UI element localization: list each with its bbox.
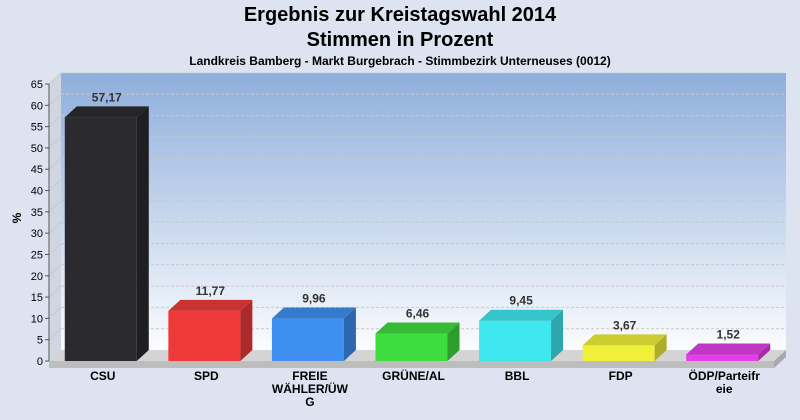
bar bbox=[686, 343, 771, 361]
x-tick-label: SPD bbox=[194, 369, 219, 383]
gridline-side bbox=[48, 221, 62, 234]
plot-side-wall bbox=[49, 73, 61, 361]
x-tick-label: FDP bbox=[609, 369, 633, 383]
bar-side bbox=[136, 106, 149, 361]
gridline-side bbox=[48, 264, 62, 277]
bar-top bbox=[479, 309, 564, 321]
y-tick-label: 20 bbox=[31, 271, 43, 283]
bar-front bbox=[686, 354, 759, 361]
data-label: 9,45 bbox=[509, 294, 533, 308]
bar-side bbox=[343, 307, 356, 361]
y-tick-label: 5 bbox=[37, 335, 43, 347]
bar-top bbox=[375, 322, 460, 334]
gridline-side bbox=[48, 285, 62, 298]
y-tick-label: 65 bbox=[31, 79, 43, 91]
plot-background bbox=[49, 73, 786, 361]
bar bbox=[271, 307, 356, 361]
bar-front bbox=[168, 310, 241, 361]
gridline-side bbox=[48, 243, 62, 255]
chart-subtitle: Landkreis Bamberg - Markt Burgebrach - S… bbox=[189, 54, 611, 68]
x-tick-label: FREIE WÄHLER/ÜW G bbox=[272, 369, 349, 409]
y-tick-label: 15 bbox=[31, 292, 43, 304]
bar-top bbox=[168, 299, 253, 311]
x-tick-label: CSU bbox=[90, 369, 115, 383]
bar-side bbox=[758, 343, 771, 361]
data-label: 11,77 bbox=[196, 284, 226, 298]
data-label: 3,67 bbox=[613, 318, 637, 332]
x-tick-label: GRÜNE/AL bbox=[382, 368, 445, 383]
gridline-side bbox=[48, 72, 62, 85]
data-label: 9,96 bbox=[302, 292, 326, 306]
gridline-side bbox=[48, 115, 62, 127]
y-tick-label: 30 bbox=[31, 228, 43, 240]
y-tick-label: 45 bbox=[31, 164, 43, 176]
y-tick-label: 55 bbox=[31, 122, 43, 134]
gridline-side bbox=[48, 93, 62, 106]
y-tick-label: 50 bbox=[31, 143, 43, 155]
plot-floor-side bbox=[774, 350, 786, 368]
x-tick-label: ÖDP/Parteifr eie bbox=[689, 368, 761, 396]
bar-top bbox=[271, 307, 356, 319]
bar-side bbox=[551, 309, 564, 361]
y-tick-label: 40 bbox=[31, 186, 43, 198]
bar-side bbox=[240, 299, 253, 361]
bar bbox=[582, 334, 667, 361]
bar-front bbox=[64, 117, 137, 361]
y-tick-label: 35 bbox=[31, 207, 43, 219]
y-tick-label: 60 bbox=[31, 100, 43, 112]
gridline-side bbox=[48, 307, 62, 319]
data-label: 6,46 bbox=[406, 306, 430, 320]
y-axis-label: % bbox=[10, 212, 24, 223]
chart-title: Ergebnis zur Kreistagswahl 2014 bbox=[243, 4, 557, 26]
chart-title-line2: Stimmen in Prozent bbox=[306, 29, 494, 51]
bar-front bbox=[479, 320, 552, 361]
bar-top bbox=[64, 106, 149, 118]
bar bbox=[64, 106, 149, 361]
y-tick-label: 25 bbox=[31, 249, 43, 261]
bar-front bbox=[271, 318, 344, 361]
bar-top bbox=[686, 343, 771, 355]
bar bbox=[375, 322, 460, 361]
bar bbox=[479, 309, 564, 361]
y-tick-label: 0 bbox=[37, 356, 43, 368]
plot-floor-edge bbox=[49, 361, 774, 368]
data-label: 1,52 bbox=[717, 328, 741, 342]
y-tick-label: 10 bbox=[31, 313, 43, 325]
gridline-side bbox=[48, 157, 62, 170]
gridline-side bbox=[48, 136, 62, 149]
bar bbox=[168, 299, 253, 361]
bar-front bbox=[582, 345, 655, 361]
bar-side bbox=[447, 322, 460, 361]
gridline-side bbox=[48, 200, 62, 213]
bar-top bbox=[582, 334, 667, 346]
bar-side bbox=[654, 334, 667, 361]
x-tick-label: BBL bbox=[505, 369, 530, 383]
gridline-side bbox=[48, 328, 62, 341]
gridline-side bbox=[48, 179, 62, 191]
data-label: 57,17 bbox=[92, 90, 122, 104]
bar-front bbox=[375, 333, 448, 361]
